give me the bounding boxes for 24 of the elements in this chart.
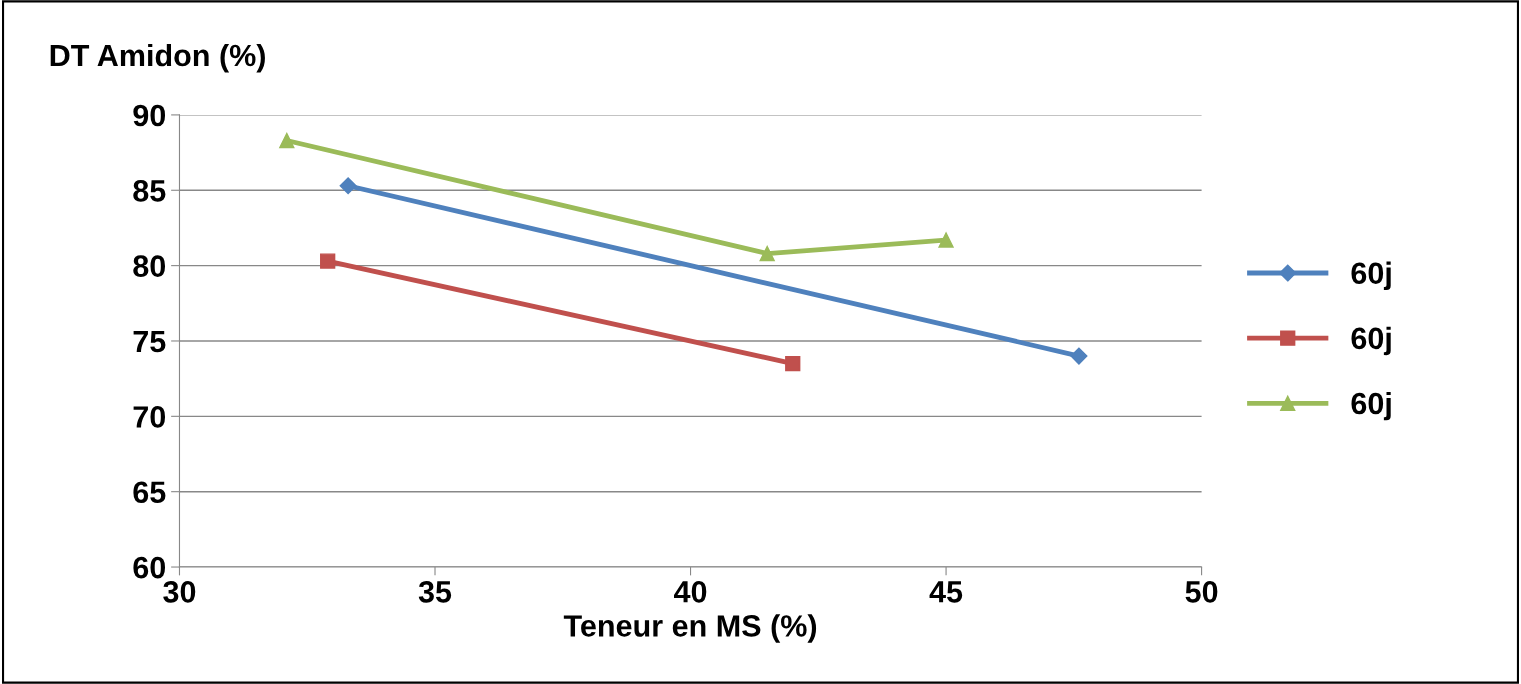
- x-tick-label: 45: [929, 581, 963, 603]
- x-tick-label: 30: [163, 581, 196, 603]
- legend-label: 60j: [1351, 391, 1391, 421]
- y-tick-label: 75: [133, 331, 166, 353]
- y-tick-label: 90: [133, 104, 166, 127]
- legend-label: 60j: [1351, 326, 1391, 356]
- y-tick-label: 85: [133, 180, 166, 202]
- x-tick-label: 40: [674, 581, 707, 603]
- point: [339, 177, 357, 195]
- y-tick-label: 65: [133, 481, 166, 504]
- legend-label: 60j: [1351, 261, 1391, 291]
- y-tick-label: 70: [133, 406, 166, 428]
- point: [279, 132, 295, 149]
- x-tick-label: 50: [1185, 581, 1218, 603]
- point: [759, 245, 775, 262]
- y-tick-label: 80: [133, 255, 166, 277]
- point: [938, 232, 954, 248]
- y-axis-title: DT Amidon (%): [50, 43, 265, 73]
- point: [785, 355, 801, 372]
- x-tick-label: 35: [418, 581, 452, 603]
- x-axis-title: Teneur en MS (%): [563, 614, 817, 643]
- y-tick-label: 60: [133, 556, 166, 579]
- point: [320, 253, 336, 269]
- point: [1070, 347, 1088, 365]
